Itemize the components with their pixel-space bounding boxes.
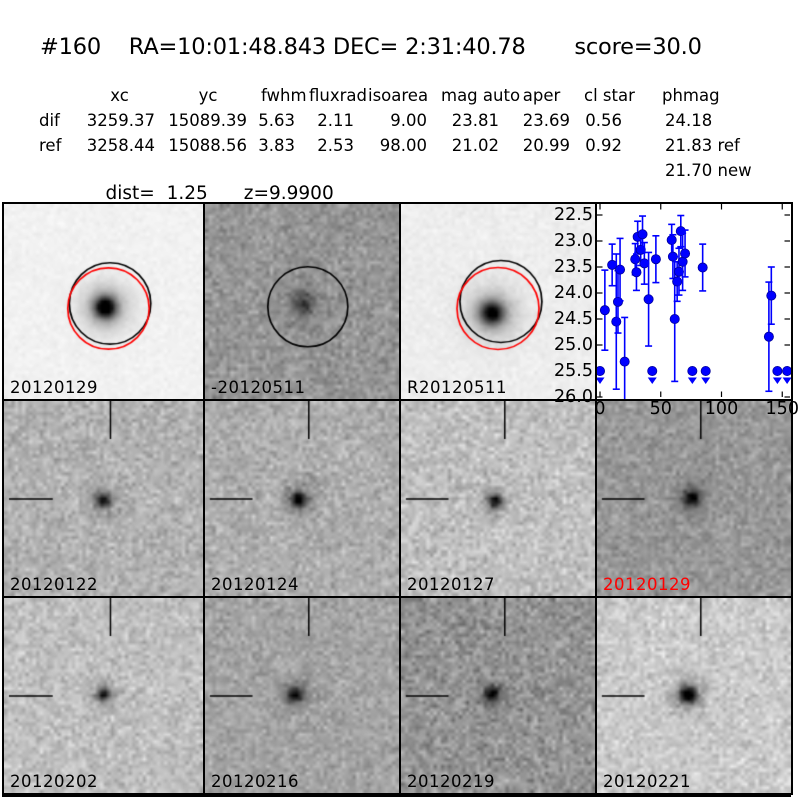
- page-title: #160 RA=10:01:48.843 DEC= 2:31:40.78 sco…: [40, 34, 702, 60]
- row-label: ref: [39, 136, 62, 155]
- dist-value: dist= 1.25: [105, 183, 208, 204]
- col-header-fluxrad: fluxrad: [309, 86, 367, 105]
- cutout-label: -20120511: [211, 378, 306, 397]
- empty-cell: [354, 158, 427, 183]
- cutout-epoch-20120124: 20120124: [203, 399, 401, 598]
- col-header-cl-star: cl star: [584, 86, 635, 105]
- empty-cell: [25, 158, 70, 183]
- cutout-image: [205, 204, 399, 399]
- y-tick-label: 23.0: [554, 231, 593, 251]
- x-tick-label: 0: [594, 399, 606, 419]
- x-tick-label: 150: [765, 399, 799, 419]
- row-label: dif: [39, 111, 60, 130]
- lightcurve-canvas: [595, 204, 793, 407]
- cutout-reference-image: R20120511: [399, 202, 597, 401]
- cutout-image: [205, 401, 399, 596]
- y-tick-label: 25.5: [554, 361, 593, 381]
- x-tick-label: 100: [704, 399, 739, 419]
- redshift-value: z=9.9900: [243, 183, 334, 204]
- table-row-extra: 21.70 new: [25, 158, 752, 183]
- cell-isoarea: 98.00: [379, 136, 427, 155]
- cutout-label: R20120511: [407, 378, 507, 397]
- cell-yc: 15088.56: [168, 136, 247, 155]
- y-tick-label: 25.0: [554, 335, 593, 355]
- cutout-label: 20120219: [407, 772, 495, 791]
- cutout-label: 20120221: [603, 772, 691, 791]
- cutout-label: 20120127: [407, 575, 495, 594]
- cell-aper: 23.69: [522, 111, 570, 130]
- col-header-phmag: phmag: [662, 86, 720, 105]
- empty-cell: [427, 158, 499, 183]
- cutout-epoch-20120129-current: 20120129: [595, 399, 793, 598]
- cutout-label: 20120129: [603, 575, 691, 594]
- cutout-image: [401, 204, 595, 399]
- cell-phmag-new: 21.70 new: [665, 161, 752, 180]
- cutout-label: 20120216: [211, 772, 299, 791]
- cutout-epoch-20120219: 20120219: [399, 596, 597, 795]
- cutout-label: 20120129: [10, 378, 98, 397]
- cell-cl-star: 0.56: [585, 111, 622, 130]
- cutout-image: [4, 204, 203, 399]
- table-corner: [25, 83, 70, 108]
- cell-xc: 3259.37: [86, 111, 155, 130]
- cell-yc: 15089.39: [168, 111, 247, 130]
- cell-xc: 3258.44: [86, 136, 155, 155]
- cell-cl-star: 0.92: [585, 136, 622, 155]
- cutout-epoch-20120221: 20120221: [595, 596, 793, 795]
- col-header-mag-auto: mag auto: [441, 86, 521, 105]
- y-tick-label: 22.5: [554, 205, 593, 225]
- cutout-epoch-20120202: 20120202: [2, 596, 205, 795]
- cutout-new-epoch: 20120129: [2, 202, 205, 401]
- cutout-label: 20120124: [211, 575, 299, 594]
- cutout-image: [401, 401, 595, 596]
- x-tick-label: 50: [649, 399, 672, 419]
- y-tick-label: 26.0: [554, 387, 593, 407]
- cutout-label: 20120202: [10, 772, 98, 791]
- table-row-dif: dif 3259.37 15089.39 5.63 2.11 9.00 23.8…: [25, 108, 752, 133]
- cutout-epoch-20120127: 20120127: [399, 399, 597, 598]
- cell-aper: 20.99: [522, 136, 570, 155]
- y-tick-label: 24.5: [554, 309, 593, 329]
- lightcurve-plot: [595, 202, 793, 407]
- cutout-epoch-20120216: 20120216: [203, 596, 401, 795]
- cell-isoarea: 9.00: [390, 111, 427, 130]
- measurements-table: xc yc fwhm fluxrad isoarea mag auto aper…: [25, 83, 752, 183]
- cell-phmag: 21.83 ref: [665, 136, 740, 155]
- cutout-epoch-20120122: 20120122: [2, 399, 205, 598]
- dist-z-line: dist= 1.25 z=9.9900: [82, 162, 334, 225]
- table-row-ref: ref 3258.44 15088.56 3.83 2.53 98.00 21.…: [25, 133, 752, 158]
- cell-fluxrad: 2.53: [317, 136, 354, 155]
- cell-mag-auto: 23.81: [451, 111, 499, 130]
- col-header-aper: aper: [522, 86, 561, 105]
- y-tick-label: 23.5: [554, 257, 593, 277]
- table-header-row: xc yc fwhm fluxrad isoarea mag auto aper…: [25, 83, 752, 108]
- cutout-image: [401, 598, 595, 793]
- empty-cell: [570, 158, 622, 183]
- cutout-image: [205, 598, 399, 793]
- col-header-isoarea: isoarea: [368, 86, 429, 105]
- cutout-image: [597, 598, 791, 793]
- cell-fluxrad: 2.11: [317, 111, 354, 130]
- clipped-next-row: [2, 795, 791, 800]
- cell-fwhm: 5.63: [258, 111, 295, 130]
- cell-mag-auto: 21.02: [451, 136, 499, 155]
- col-header-yc: yc: [198, 86, 218, 105]
- empty-cell: [499, 158, 570, 183]
- cutout-image: [4, 401, 203, 596]
- cutout-image: [597, 401, 791, 596]
- cutout-image: [4, 598, 203, 793]
- cell-fwhm: 3.83: [258, 136, 295, 155]
- col-header-xc: xc: [110, 86, 129, 105]
- cell-phmag: 24.18: [665, 111, 713, 130]
- y-tick-label: 24.0: [554, 283, 593, 303]
- col-header-fwhm: fwhm: [261, 86, 307, 105]
- cutout-label: 20120122: [10, 575, 98, 594]
- cutout-difference-image: -20120511: [203, 202, 401, 401]
